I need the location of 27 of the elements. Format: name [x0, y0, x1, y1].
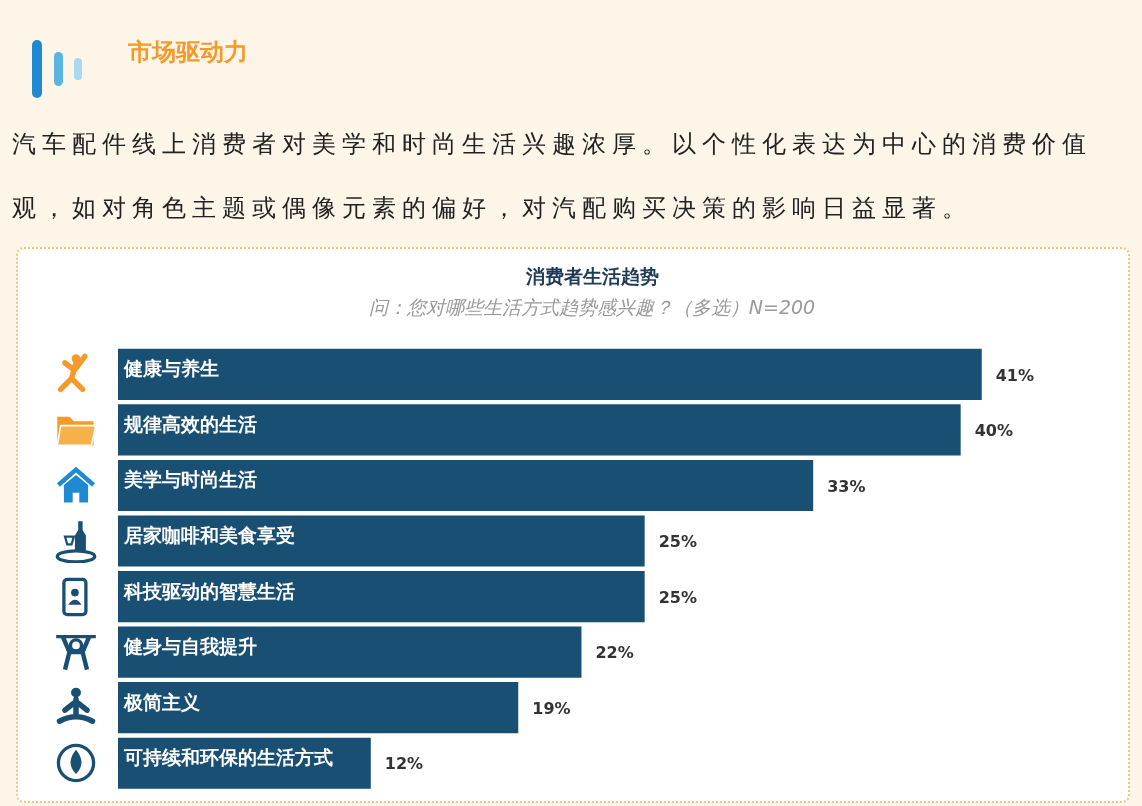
data-label: 25%	[658, 532, 697, 552]
data-label: 41%	[995, 365, 1035, 385]
chart-subtitle: 问：您对哪些生活方式趋势感兴趣？（多选）N=200	[368, 296, 816, 319]
bar	[118, 682, 519, 734]
y-tick-label: 可持续和环保的生活方式	[123, 746, 333, 769]
y-tick-label: 极简主义	[123, 690, 200, 713]
y-tick-label: 健身与自我提升	[123, 635, 257, 658]
data-label: 25%	[658, 587, 697, 607]
bar	[118, 459, 814, 512]
data-label: 19%	[532, 698, 571, 718]
bar	[118, 515, 645, 567]
bar	[118, 404, 961, 456]
data-label: 12%	[384, 754, 424, 774]
y-tick-label: 居家咖啡和美食享受	[123, 523, 295, 546]
y-tick-label: 美学与时尚生活	[123, 468, 257, 491]
bar	[118, 348, 982, 400]
bar	[118, 571, 645, 623]
text: 汽车配件线上消费者对美学和时尚生活兴趣浓厚。以个性化表达为中心的消费价值观，如对角色主题或偶像元素的偏好，对汽配购买决策的影响日益显著。	[12, 130, 1092, 222]
chart-title: 消费者生活趋势	[524, 265, 659, 288]
y-tick-label: 规律高效的生活	[123, 412, 257, 435]
text: 市场驱动力	[128, 37, 248, 68]
data-label: 22%	[595, 643, 634, 663]
y-tick-label: 科技驱动的智慧生活	[123, 579, 295, 602]
data-label: 33%	[827, 476, 866, 496]
bar	[118, 626, 582, 678]
data-label: 40%	[974, 421, 1013, 441]
y-tick-label: 健康与养生	[123, 357, 219, 380]
